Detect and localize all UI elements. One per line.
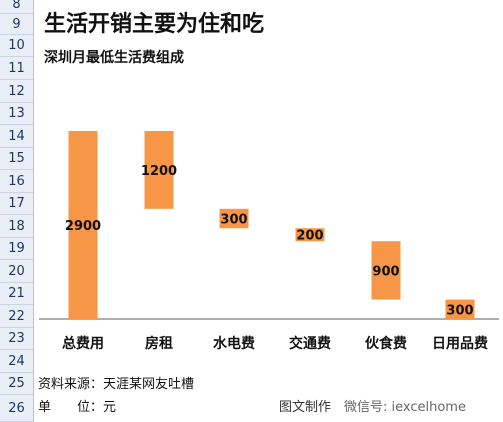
row-number-23[interactable]: 23 [0, 328, 33, 350]
row-number-17[interactable]: 17 [0, 193, 33, 215]
data-label-总费用: 2900 [65, 219, 101, 234]
row-number-8[interactable]: 8 [0, 0, 33, 14]
category-label-交通费: 交通费 [289, 335, 331, 352]
chart-subtitle: 深圳月最低生活费组成 [44, 50, 184, 66]
row-number-12[interactable]: 12 [0, 80, 33, 103]
row-number-25[interactable]: 25 [0, 373, 33, 395]
bar-伙食费[interactable] [371, 241, 401, 300]
data-label-日用品费: 300 [446, 303, 473, 318]
category-label-日用品费: 日用品费 [432, 335, 488, 352]
credit-note: 图文制作 [279, 400, 332, 415]
row-number-19[interactable]: 19 [0, 238, 33, 260]
row-number-11[interactable]: 11 [0, 57, 33, 80]
row-number-15[interactable]: 15 [0, 148, 33, 170]
row-number-20[interactable]: 20 [0, 260, 33, 283]
row-number-10[interactable]: 10 [0, 35, 33, 57]
data-label-房租: 1200 [141, 164, 177, 179]
row-number-16[interactable]: 16 [0, 170, 33, 193]
row-number-18[interactable]: 18 [0, 215, 33, 238]
worksheet-canvas[interactable]: 生活开销主要为住和吃 深圳月最低生活费组成 2900 总费用 1200 房租 300 水电… [34, 0, 503, 422]
category-label-总费用: 总费用 [62, 335, 104, 352]
data-label-伙食费: 900 [372, 264, 399, 279]
category-label-房租: 房租 [145, 335, 173, 352]
source-note: 资料来源：天涯某网友吐槽 [38, 377, 195, 392]
data-label-水电费: 300 [220, 213, 247, 228]
category-label-伙食费: 伙食费 [365, 335, 407, 352]
wechat-watermark: 微信号: iexcelhome [344, 400, 466, 415]
row-number-24[interactable]: 24 [0, 350, 33, 373]
row-number-26[interactable]: 26 [0, 395, 33, 422]
waterfall-chart[interactable]: 2900 总费用 1200 房租 300 水电费 200 交通费 900 伙食费 300 日用品费 [34, 0, 503, 422]
category-label-水电费: 水电费 [213, 335, 255, 352]
row-number-22[interactable]: 22 [0, 305, 33, 328]
data-label-交通费: 200 [296, 229, 323, 244]
row-number-9[interactable]: 9 [0, 14, 33, 35]
chart-title: 生活开销主要为住和吃 [44, 12, 265, 37]
row-number-column: 8 9 10 11 12 13 14 15 16 17 18 19 20 21 22 23 24 25 26 [0, 0, 34, 422]
bar-水电费[interactable] [219, 208, 249, 229]
bar-日用品费[interactable] [445, 299, 475, 319]
unit-note: 单 位：元 [38, 400, 117, 415]
row-number-21[interactable]: 21 [0, 283, 33, 305]
bar-交通费[interactable] [295, 228, 325, 242]
bar-总费用[interactable] [68, 131, 98, 319]
row-number-14[interactable]: 14 [0, 125, 33, 148]
row-number-13[interactable]: 13 [0, 103, 33, 125]
bar-房租[interactable] [144, 131, 174, 209]
